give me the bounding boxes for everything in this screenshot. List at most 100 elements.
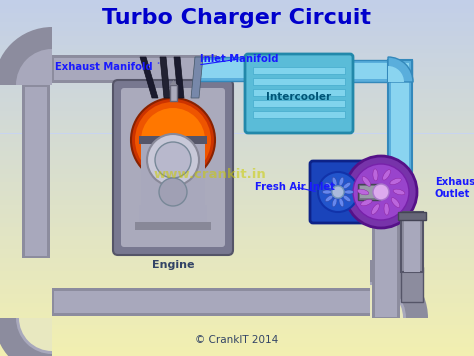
Bar [52,55,217,83]
Bar [0,240,474,245]
Bar [25,87,47,256]
Bar [0,116,474,120]
Bar [0,347,474,351]
Bar [0,93,474,98]
Bar [0,320,474,325]
Wedge shape [370,282,406,318]
Ellipse shape [325,182,333,189]
Bar [0,285,474,289]
Ellipse shape [322,190,331,194]
Bar [401,267,423,302]
Bar [0,0,474,4]
Bar [0,4,474,9]
Ellipse shape [362,177,371,186]
Bar [0,307,474,312]
Text: Inlet Manifold: Inlet Manifold [200,54,279,64]
Bar [0,352,474,356]
Bar [0,58,474,62]
Ellipse shape [384,203,389,215]
Ellipse shape [345,190,354,194]
Bar [0,62,474,67]
Bar [0,236,474,240]
Circle shape [318,172,358,212]
Ellipse shape [339,177,344,186]
Bar [54,58,217,80]
Bar [0,298,474,303]
Bar [0,147,474,151]
Wedge shape [388,57,413,82]
Bar [0,89,474,93]
Ellipse shape [361,199,372,206]
FancyBboxPatch shape [310,161,368,223]
Bar [0,209,474,214]
Bar [398,212,426,220]
Ellipse shape [392,198,400,208]
Bar [0,231,474,236]
Bar [0,142,474,147]
Bar [0,192,474,196]
Bar [0,205,474,209]
Bar [0,214,474,218]
Bar [0,338,474,342]
Bar [0,303,474,307]
Ellipse shape [383,170,391,180]
Bar [0,325,474,329]
Text: Exhaust
Outlet: Exhaust Outlet [435,177,474,199]
Wedge shape [19,52,52,85]
Bar [375,223,397,317]
Bar [253,78,345,85]
FancyBboxPatch shape [113,80,233,255]
Bar [52,288,400,316]
Wedge shape [16,318,52,354]
Bar [0,80,474,85]
Bar [139,205,207,227]
Text: Intercooler: Intercooler [266,92,331,102]
Bar [0,316,474,320]
Bar [0,258,474,262]
Ellipse shape [343,182,351,189]
Bar [0,263,474,267]
Bar [0,173,474,178]
Bar [352,63,412,79]
Bar [0,9,474,13]
Circle shape [353,164,409,220]
Bar [0,14,474,18]
Bar [0,134,474,138]
Bar [0,27,474,31]
Bar [0,22,474,27]
Text: Engine: Engine [152,260,194,270]
Circle shape [345,156,417,228]
Ellipse shape [373,169,378,181]
Bar [0,156,474,160]
Bar [0,31,474,36]
Ellipse shape [339,198,344,207]
Bar [350,60,412,82]
Ellipse shape [332,198,337,207]
Bar [358,184,380,200]
Text: www.crankit.in: www.crankit.in [154,168,266,182]
Circle shape [159,178,187,206]
Ellipse shape [393,189,405,195]
Bar [0,200,474,205]
Ellipse shape [357,189,369,195]
Ellipse shape [332,177,337,186]
Wedge shape [19,318,52,351]
Bar [139,136,207,144]
Text: Exhaust Manifold: Exhaust Manifold [55,62,159,72]
Bar [0,267,474,271]
FancyBboxPatch shape [121,88,225,247]
Bar [253,67,345,74]
Ellipse shape [372,204,379,214]
Bar [404,215,420,272]
Wedge shape [0,30,52,85]
Bar [0,44,474,49]
Bar [0,280,474,285]
Bar [197,60,246,78]
Bar [141,140,205,210]
Bar [0,125,474,129]
Bar [0,249,474,253]
Circle shape [135,102,211,178]
Bar [401,212,423,272]
Bar [0,75,474,80]
Bar [0,129,474,134]
